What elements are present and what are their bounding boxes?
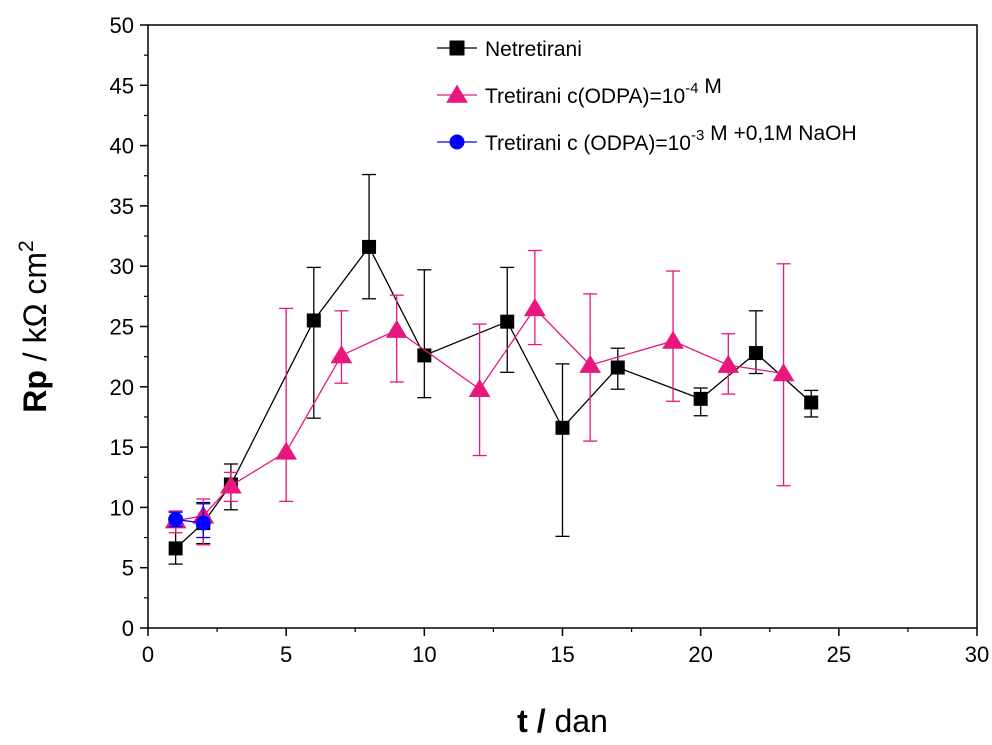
x-tick-label: 25 <box>827 642 851 667</box>
y-tick-label: 5 <box>122 556 134 581</box>
data-point <box>195 515 211 531</box>
data-point <box>804 395 819 410</box>
y-tick-label: 20 <box>110 375 134 400</box>
axes: 0 5 10 15 20 25 30 0 5 10 15 20 25 30 35 40 45 50 <box>110 13 990 667</box>
x-tick-label: 0 <box>142 642 154 667</box>
data-point <box>610 360 625 375</box>
data-point <box>168 511 184 527</box>
legend-item-1: Netretirani <box>437 38 582 61</box>
y-tick-label: 50 <box>110 13 134 38</box>
x-tick-label: 10 <box>412 642 436 667</box>
legend: Netretirani Tretirani c(ODPA)=10-4 M Treti… <box>437 38 857 155</box>
data-point <box>385 319 408 338</box>
data-point <box>275 441 298 460</box>
data-point <box>772 363 795 382</box>
series-2 <box>164 249 795 546</box>
y-tick-label: 0 <box>122 616 134 641</box>
data-point <box>362 239 377 254</box>
x-axis-title: t / dan <box>517 703 608 739</box>
data-point <box>330 345 353 364</box>
data-point <box>748 346 763 361</box>
y-tick-label: 25 <box>110 315 134 340</box>
y-axis-title: Rp / kΩ cm2 <box>15 240 53 412</box>
data-point <box>306 313 321 328</box>
data-point <box>500 314 515 329</box>
data-point <box>468 378 491 397</box>
data-point <box>523 298 546 317</box>
data-point <box>446 84 468 103</box>
series-line <box>175 245 812 549</box>
data-point <box>449 134 465 150</box>
data-point <box>717 354 740 373</box>
y-tick-label: 30 <box>110 254 134 279</box>
data-point <box>693 391 708 406</box>
y-tick-label: 45 <box>110 73 134 98</box>
y-tick-label: 10 <box>110 495 134 520</box>
legend-label: Tretirani c(ODPA)=10-4 M <box>485 75 722 108</box>
legend-label: Tretirani c (ODPA)=10-3 M +0,1M NaOH <box>485 122 857 155</box>
y-tick-label: 40 <box>110 134 134 159</box>
data-point <box>662 330 684 349</box>
x-tick-label: 20 <box>688 642 712 667</box>
plot-frame <box>147 24 978 629</box>
data-point <box>220 475 242 494</box>
x-tick-label: 30 <box>965 642 989 667</box>
x-tick-label: 5 <box>280 642 292 667</box>
data-point <box>555 420 570 435</box>
x-tick-label: 15 <box>550 642 574 667</box>
series-3 <box>168 503 211 539</box>
data-point <box>579 354 602 373</box>
legend-label: Netretirani <box>485 38 582 61</box>
data-point <box>168 541 183 556</box>
y-tick-label: 15 <box>110 435 134 460</box>
legend-item-2: Tretirani c(ODPA)=10-4 M <box>437 75 722 108</box>
data-point <box>449 40 465 56</box>
y-tick-label: 35 <box>110 194 134 219</box>
plot-area <box>164 173 819 565</box>
legend-item-3: Tretirani c (ODPA)=10-3 M +0,1M NaOH <box>437 122 857 155</box>
